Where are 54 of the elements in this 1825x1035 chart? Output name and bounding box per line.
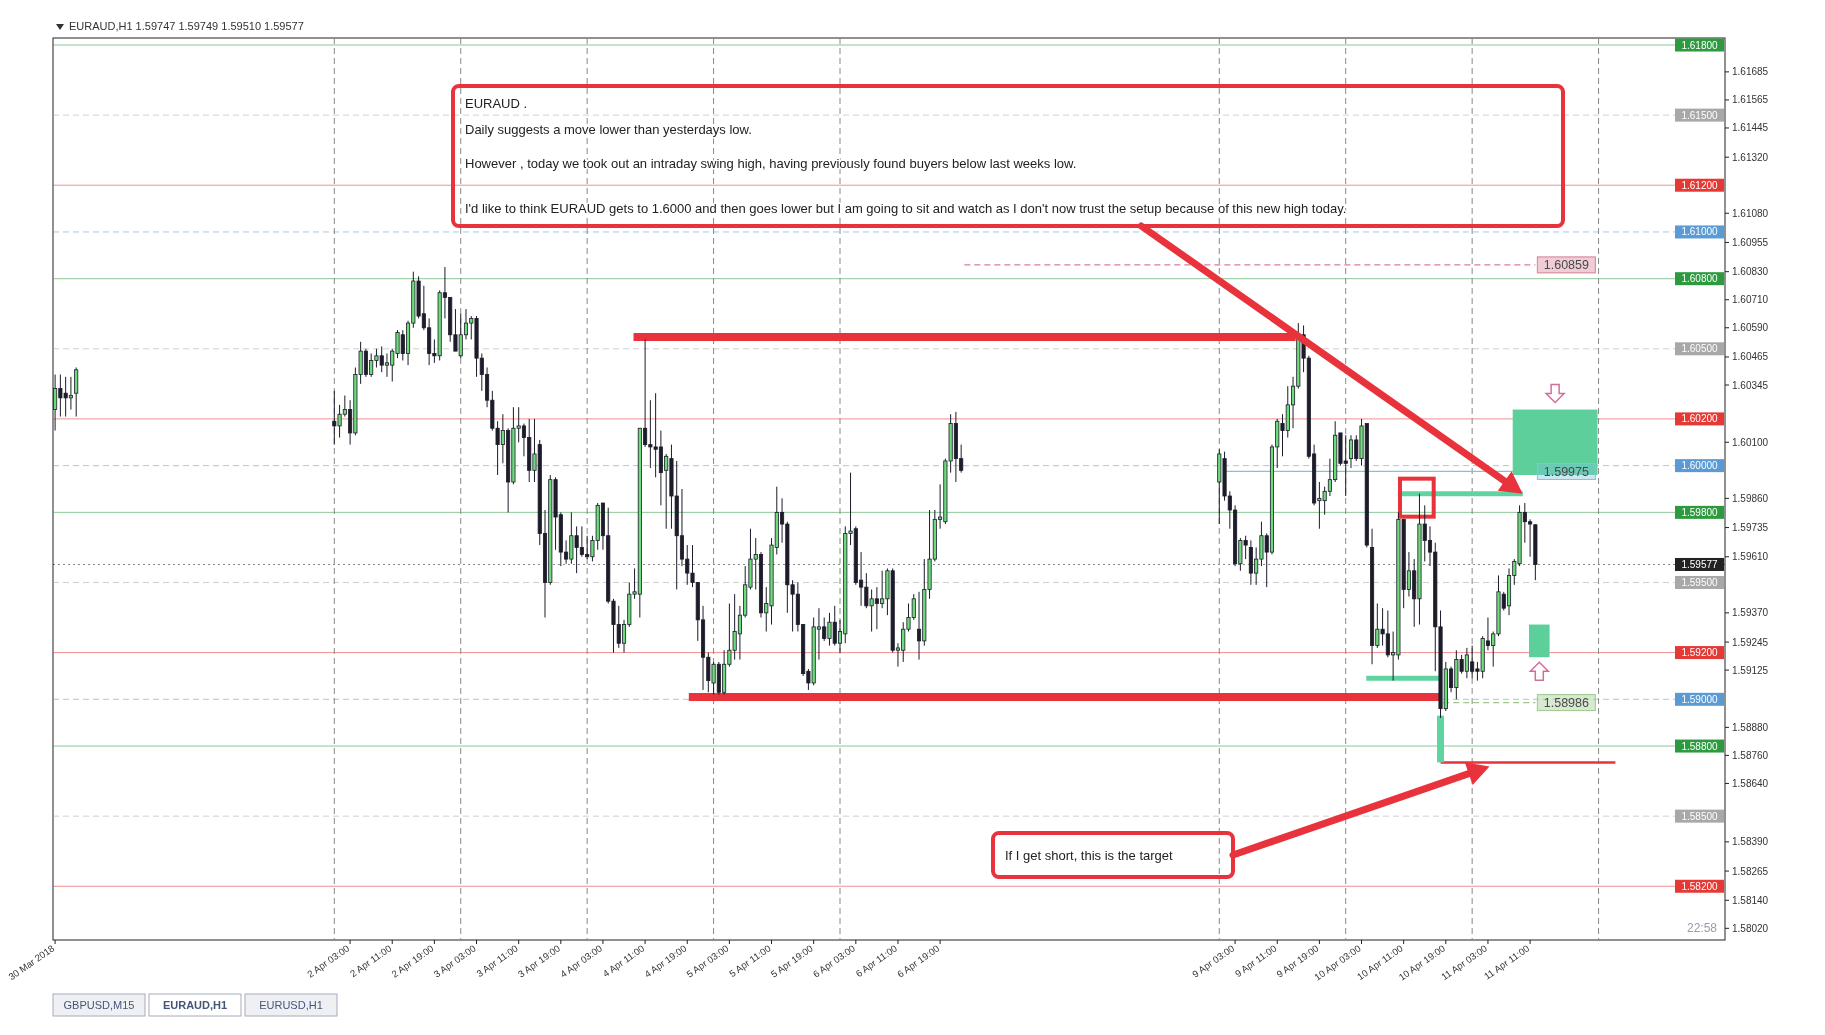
y-tick-label: 1.58760 [1732,749,1769,761]
y-tick-label: 1.61685 [1732,66,1769,78]
y-tick-label: 1.61445 [1732,122,1769,134]
annotation: EURAUD . [465,96,528,111]
window-tab: GBPUSD,M15 [52,993,146,1017]
y-tick-label: 1.60830 [1732,266,1769,278]
annotation: If I get short, this is the target [1005,848,1174,863]
candlestick [74,366,79,418]
y-tick-label: 1.59610 [1732,551,1769,563]
ref-line-label: 1.61000 [1681,226,1719,238]
ref-line-label: 1.60500 [1681,343,1719,355]
ref-line-label: 1.58500 [1681,810,1719,822]
annotation: However , today we took out an intraday swing high, having previously found buyers below last weeks low. [465,156,1077,171]
ref-line-label: 1.61800 [1681,39,1719,51]
ref-line-label: 1.60800 [1681,273,1719,285]
ref-line-label: 1.61200 [1681,179,1719,191]
y-tick-label: 1.59735 [1732,522,1769,534]
ref-line-label: 1.58800 [1681,740,1719,752]
y-tick-label: 1.60955 [1732,236,1769,248]
chart-title: EURAUD,H1 1.59747 1.59749 1.59510 1.59577 [69,20,304,32]
annotation: I'd like to think EURAUD gets to 1.6000 and then goes lower but I am going to sit and watch as I don't now trust the setup because of this new high today. [465,201,1347,216]
series-label: 1.58986 [1543,696,1589,711]
y-tick-label: 1.58880 [1732,721,1769,733]
annotation: Daily suggests a move lower than yesterdays low. [465,122,752,137]
y-tick-label: 1.60465 [1732,351,1769,363]
y-tick-label: 1.58640 [1732,777,1769,789]
y-tick-label: 1.58390 [1732,836,1769,848]
y-tick-label: 1.59125 [1732,664,1769,676]
y-tick-label: 1.58140 [1732,894,1769,906]
ref-line-label: 1.59800 [1681,506,1719,518]
y-tick-label: 1.61565 [1732,94,1769,106]
y-tick-label: 1.59245 [1732,636,1769,648]
ref-line-label: 1.59577 [1681,558,1719,570]
y-tick-label: 1.60100 [1732,436,1769,448]
window-tab: EURAUD,H1 [148,993,242,1017]
window-tab: EURUSD,H1 [244,993,338,1017]
series-label: 1.60859 [1543,258,1589,273]
y-tick-label: 1.58265 [1732,865,1769,877]
ref-line-label: 1.60200 [1681,413,1719,425]
y-tick-label: 1.60710 [1732,294,1769,306]
annotation: 22:58 [1686,921,1718,935]
y-tick-label: 1.58020 [1732,922,1769,934]
y-tick-label: 1.60345 [1732,379,1769,391]
ref-line-label: 1.59000 [1681,693,1719,705]
y-tick-label: 1.59370 [1732,607,1769,619]
y-tick-label: 1.61320 [1732,151,1769,163]
ref-line-label: 1.59500 [1681,576,1719,588]
y-tick-label: 1.60590 [1732,322,1769,334]
ref-line-label: 1.61500 [1681,109,1719,121]
ref-line-label: 1.60000 [1681,460,1719,472]
y-tick-label: 1.61080 [1732,207,1769,219]
ref-line-label: 1.58200 [1681,880,1719,892]
y-tick-label: 1.59860 [1732,492,1769,504]
ref-line-label: 1.59200 [1681,647,1719,659]
